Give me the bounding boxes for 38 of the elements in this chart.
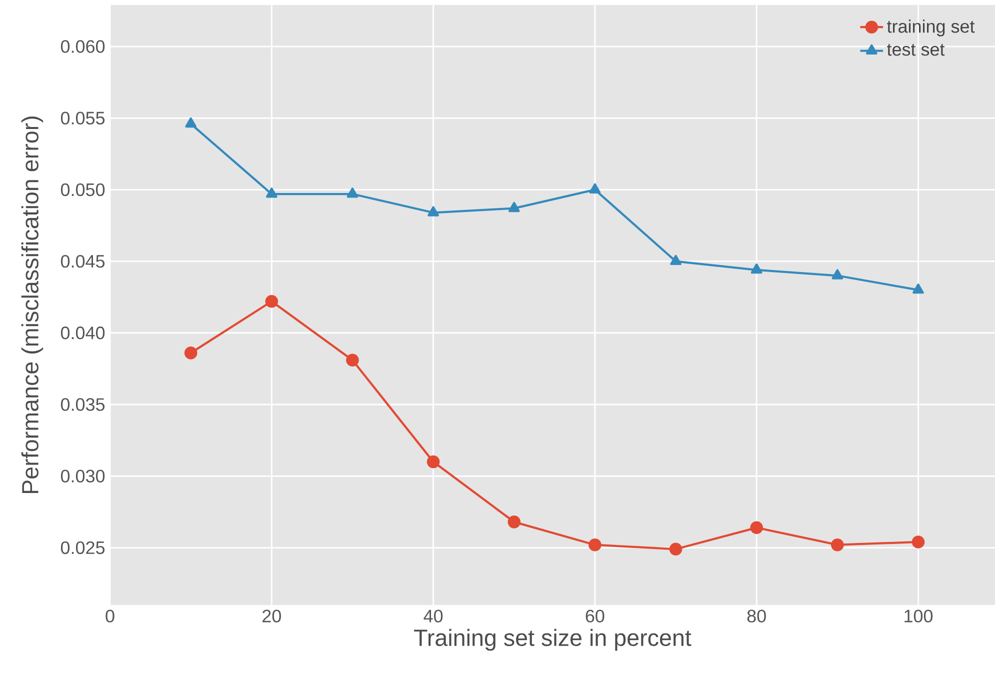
point [589,183,601,194]
legend-label: test set [887,44,945,56]
point [428,206,439,216]
x-tick-label: 40 [424,610,443,622]
point [265,295,278,308]
point [912,536,925,548]
point [750,264,762,274]
point [266,188,278,198]
y-tick-label: 0.050 [60,183,105,196]
point [831,538,844,552]
point [508,202,520,212]
y-tick-label: 0.035 [60,398,105,411]
point [669,542,682,556]
point [750,521,763,534]
point [426,455,440,468]
point [346,188,358,198]
x-axis-title: Training set size in percent [414,628,692,651]
y-tick-label: 0.040 [60,326,105,340]
point [670,254,682,266]
legend-label: training set [887,20,975,36]
point [588,538,602,552]
y-tick-label: 0.060 [60,40,105,53]
point [832,269,844,280]
y-tick-label: 0.025 [60,541,105,554]
point [912,284,924,294]
x-tick-label: 100 [904,610,933,622]
x-tick-label: 0 [106,610,114,622]
point [185,117,197,128]
x-tick-label: 80 [747,610,766,622]
x-tick-label: 60 [586,610,604,622]
y-tick-label: 0.045 [60,254,105,268]
x-tick-label: 20 [262,610,281,622]
y-axis-title: Performance (misclassification error) [21,116,44,494]
y-tick-label: 0.055 [60,112,105,124]
point [184,346,198,360]
point [508,516,521,528]
y-tick-label: 0.030 [60,470,105,482]
point [346,354,359,367]
